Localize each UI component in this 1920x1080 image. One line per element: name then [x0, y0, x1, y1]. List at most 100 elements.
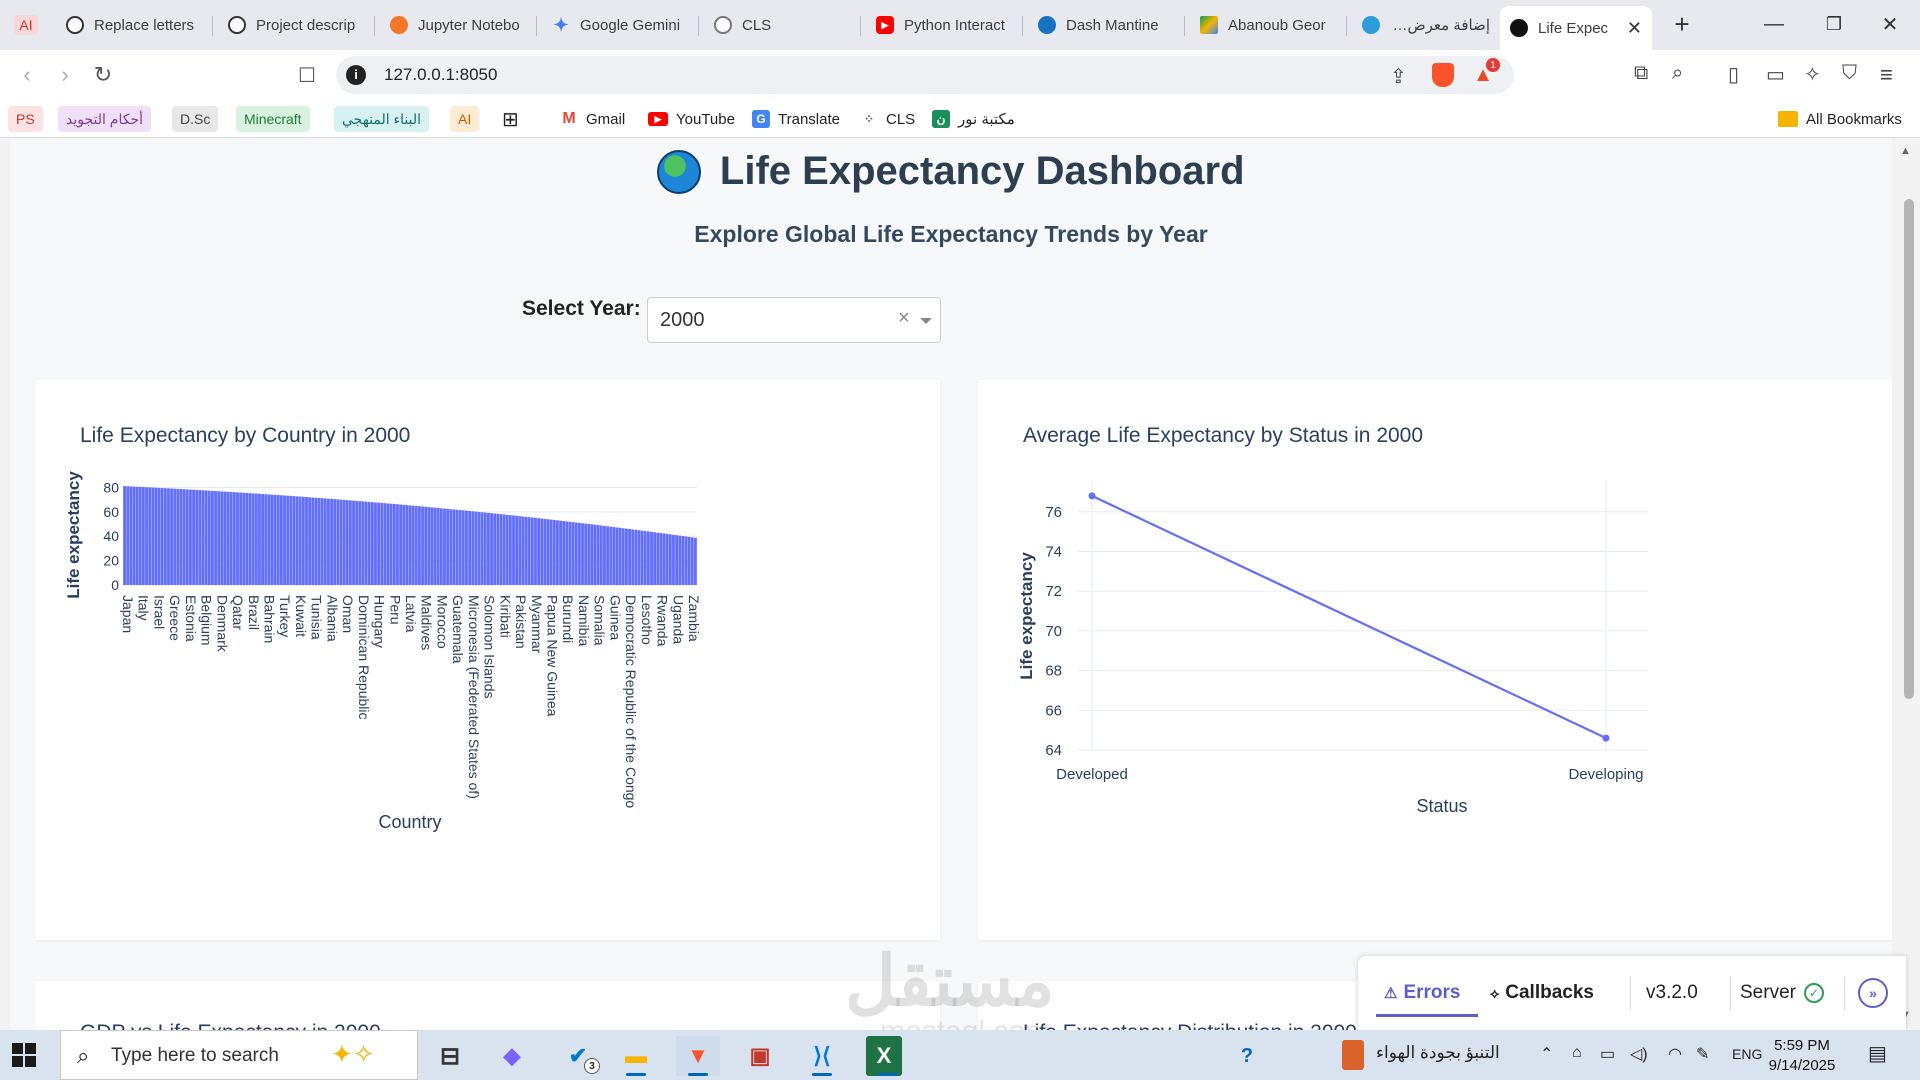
pen-icon[interactable]: ✎	[1696, 1046, 1710, 1063]
weather-widget-text[interactable]: التنبؤ بجودة الهواء	[1376, 1043, 1500, 1062]
forward-button[interactable]: ›	[61, 62, 69, 87]
chevron-down-icon[interactable]	[920, 318, 932, 324]
bar	[515, 515, 519, 585]
youtube-icon: ▶	[876, 16, 894, 34]
tab-project-description[interactable]: Project descrip	[218, 6, 374, 44]
restore-button[interactable]: ❐	[1825, 13, 1843, 34]
taskbar-search[interactable]: ⌕ Type here to search ✦✧	[60, 1030, 418, 1080]
bookmark-noor-library[interactable]: ن مكتبة نور	[932, 106, 1015, 132]
wifi-icon[interactable]: ◠	[1668, 1046, 1682, 1063]
bookmark-label: Minecraft	[244, 111, 302, 127]
bar	[298, 496, 302, 585]
notification-badge: 1	[1486, 58, 1500, 72]
share-icon[interactable]: ⇪	[1390, 66, 1407, 88]
battery-icon[interactable]: ▭	[1600, 1046, 1616, 1063]
errors-button[interactable]: ⚠ Errors	[1384, 982, 1460, 1004]
help-icon[interactable]: ?	[1240, 1044, 1254, 1067]
reload-button[interactable]: ↻	[93, 62, 113, 87]
tab-dash-mantine[interactable]: Dash Mantine	[1028, 6, 1184, 44]
bookmark-youtube[interactable]: ▶ YouTube	[648, 106, 735, 132]
vscode-icon[interactable]: ⟩⟨	[800, 1036, 844, 1076]
vpn-icon[interactable]: ⛉	[1842, 62, 1857, 84]
minimize-button[interactable]: —	[1764, 12, 1784, 35]
brave-browser-icon[interactable]: ▼	[676, 1036, 720, 1076]
apps-grid-icon[interactable]: ⊞	[502, 108, 519, 131]
y-tick-label: 40	[103, 528, 119, 544]
bookmark-chip[interactable]: البناء المنهجي	[334, 106, 429, 132]
reading-list-icon[interactable]: ⌕	[1672, 62, 1684, 84]
bar	[684, 536, 688, 585]
bar	[637, 530, 641, 585]
bar	[461, 510, 465, 585]
all-bookmarks[interactable]: All Bookmarks	[1778, 106, 1902, 132]
address-bar[interactable]: i 127.0.0.1:8050 ⇪ ▲ 1	[336, 56, 1514, 94]
menu-icon[interactable]: ≡	[1880, 62, 1893, 87]
scroll-up-icon[interactable]: ▲	[1900, 145, 1911, 157]
bookmark-cls[interactable]: ⁘ CLS	[860, 106, 915, 132]
todo-icon[interactable]: ✔ 3	[556, 1036, 600, 1076]
collapse-devtools-icon[interactable]: »	[1858, 978, 1888, 1008]
copilot-icon[interactable]: ◆	[503, 1043, 521, 1068]
bookmark-chip[interactable]: أحكام التجويد	[58, 106, 151, 132]
leo-ai-icon[interactable]: ✧	[1804, 64, 1821, 86]
bookmark-chip[interactable]: AI	[450, 106, 480, 132]
bar	[210, 490, 214, 585]
bookmark-gmail[interactable]: M Gmail	[560, 106, 625, 132]
tab-gemini[interactable]: ✦ Google Gemini	[542, 6, 698, 44]
x-tick-label: Solomon Islands	[482, 595, 498, 699]
taskbar-clock[interactable]: 5:59 PM 9/14/2025	[1762, 1036, 1842, 1076]
tab-python-interactive[interactable]: ▶ Python Interact	[866, 6, 1022, 44]
brave-shields-icon[interactable]	[1432, 63, 1454, 87]
bookmark-chip[interactable]: D.Sc	[172, 106, 219, 132]
tab-replace-letters[interactable]: Replace letters	[56, 6, 212, 44]
bar	[599, 525, 603, 585]
server-status[interactable]: Server ✓	[1740, 982, 1824, 1004]
bar	[584, 523, 588, 585]
bar	[154, 487, 158, 585]
callbacks-button[interactable]: ⟡ Callbacks	[1490, 982, 1594, 1004]
tab-ai[interactable]: AI	[6, 6, 46, 44]
year-dropdown[interactable]: 2000 ×	[647, 297, 941, 343]
bookmark-chip[interactable]: Minecraft	[236, 106, 310, 132]
bookmark-icon[interactable]: ☐	[298, 64, 316, 87]
sidebar-icon[interactable]: ▯	[1728, 64, 1740, 86]
close-window-button[interactable]: ✕	[1881, 13, 1899, 36]
back-button[interactable]: ‹	[23, 62, 31, 87]
notifications-icon[interactable]: ▤	[1868, 1043, 1887, 1065]
bar	[631, 529, 635, 585]
site-info-icon[interactable]: i	[346, 65, 366, 85]
bookmark-chip[interactable]: PS	[8, 106, 43, 132]
show-hidden-icons[interactable]: ⌃	[1540, 1046, 1554, 1063]
bar	[634, 529, 638, 585]
new-tab-button[interactable]: +	[1674, 8, 1690, 39]
volume-icon[interactable]: ◁)	[1630, 1046, 1648, 1063]
tab-google-drive[interactable]: Abanoub Geor	[1190, 6, 1346, 44]
task-view-icon[interactable]: ⊟	[439, 1042, 461, 1070]
paint-icon[interactable]: ▣	[749, 1043, 771, 1068]
tab-separator	[536, 16, 537, 36]
bookmark-translate[interactable]: G Translate	[752, 106, 840, 132]
extensions-icon[interactable]: ⧉	[1634, 62, 1649, 84]
close-tab-icon[interactable]: ✕	[1626, 17, 1642, 38]
url-text[interactable]: 127.0.0.1:8050	[384, 65, 498, 84]
tab-life-expectancy[interactable]: Life Expec ✕	[1500, 6, 1652, 50]
device-icon[interactable]: ⌂	[1572, 1044, 1582, 1061]
wallet-icon[interactable]: ▭	[1766, 64, 1785, 86]
weather-widget-icon[interactable]	[1342, 1040, 1364, 1070]
file-explorer-icon[interactable]: ▬	[614, 1036, 658, 1076]
tab-jupyter[interactable]: Jupyter Notebo	[380, 6, 536, 44]
page-scrollbar[interactable]: ▲ ▼	[1892, 139, 1920, 1030]
excel-icon[interactable]: X	[866, 1036, 902, 1076]
tab-cls[interactable]: CLS	[704, 6, 860, 44]
x-tick-label: Qatar	[230, 595, 246, 630]
windows-start-icon[interactable]	[12, 1043, 36, 1067]
clear-icon[interactable]: ×	[898, 307, 910, 329]
x-tick-label: Lesotho	[639, 595, 655, 645]
tab-mostaql[interactable]: إضافة معرض ال	[1352, 6, 1500, 44]
x-tick-label: Kuwait	[293, 595, 309, 637]
scrollbar-thumb[interactable]	[1904, 199, 1914, 699]
sparkle-icon: ✦✧	[331, 1039, 375, 1069]
language-indicator[interactable]: ENG	[1732, 1046, 1763, 1062]
x-tick-label: Brazil	[246, 595, 262, 630]
task-count-badge: 3	[584, 1058, 600, 1074]
